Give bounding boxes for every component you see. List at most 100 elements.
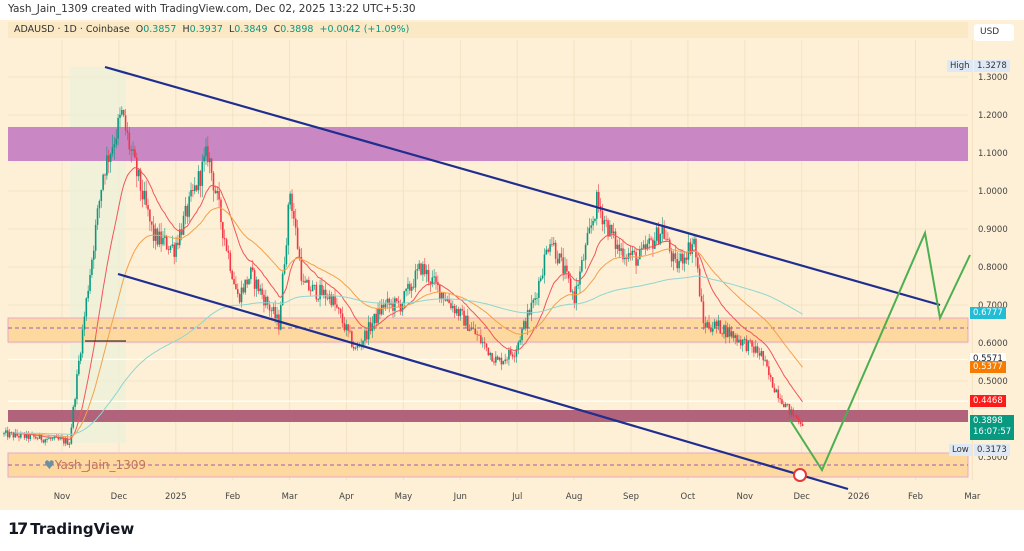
candle-down bbox=[18, 435, 20, 438]
candle-down bbox=[461, 309, 463, 311]
candle-down bbox=[478, 334, 480, 336]
candle-up bbox=[119, 114, 121, 118]
candle-down bbox=[199, 171, 202, 186]
candle-down bbox=[719, 320, 722, 334]
candle-down bbox=[375, 313, 377, 323]
candle-up bbox=[639, 248, 641, 260]
candle-up bbox=[414, 270, 417, 288]
candle-up bbox=[20, 432, 22, 438]
candle-down bbox=[474, 328, 477, 335]
candle-down bbox=[668, 239, 671, 252]
candle-up bbox=[588, 227, 591, 233]
candle-down bbox=[463, 310, 465, 326]
candle-down bbox=[597, 191, 600, 207]
candle-down bbox=[511, 354, 514, 357]
candle-up bbox=[265, 296, 267, 306]
candle-up bbox=[87, 290, 89, 299]
candle-down bbox=[633, 250, 636, 253]
candle-down bbox=[339, 308, 342, 314]
candle-up bbox=[504, 359, 506, 362]
price-tick: 0.7000 bbox=[978, 301, 1008, 311]
candle-up bbox=[655, 227, 658, 241]
tv-logo-text: TradingView bbox=[30, 519, 135, 538]
tradingview-logo[interactable]: 17 TradingView bbox=[8, 519, 134, 538]
candle-up bbox=[603, 220, 606, 225]
candle-down bbox=[409, 283, 411, 291]
candle-down bbox=[792, 409, 794, 416]
candle-up bbox=[784, 403, 787, 408]
candle-down bbox=[667, 238, 669, 240]
candle-down bbox=[644, 244, 647, 250]
candle-down bbox=[472, 327, 475, 329]
candle-down bbox=[308, 280, 310, 291]
candle-up bbox=[586, 232, 589, 245]
candle-up bbox=[386, 298, 389, 303]
candle-down bbox=[566, 265, 568, 272]
candle-down bbox=[27, 432, 30, 440]
candle-up bbox=[111, 147, 114, 154]
author-watermark: ♥Yash_Jain_1309 bbox=[44, 458, 146, 472]
candle-down bbox=[618, 244, 621, 251]
bar-countdown: 16:07:57 bbox=[973, 427, 1012, 437]
candle-up bbox=[723, 325, 725, 334]
currency-button[interactable]: USD bbox=[974, 24, 1014, 41]
candle-down bbox=[304, 280, 306, 283]
candle-down bbox=[12, 432, 15, 438]
candle-down bbox=[797, 418, 800, 423]
candle-down bbox=[695, 238, 697, 258]
ema-50-line bbox=[15, 206, 803, 438]
time-tick: Apr bbox=[339, 492, 354, 502]
time-tick: Oct bbox=[681, 492, 696, 502]
candle-down bbox=[23, 433, 26, 438]
candle-up bbox=[179, 229, 181, 246]
candle-down bbox=[388, 298, 391, 305]
candle-up bbox=[418, 263, 420, 270]
candle-down bbox=[702, 301, 705, 324]
candle-up bbox=[255, 279, 258, 289]
candle-down bbox=[42, 440, 45, 443]
candle-up bbox=[526, 310, 529, 329]
candle-up bbox=[201, 161, 204, 186]
candle-down bbox=[337, 307, 340, 309]
candle-up bbox=[517, 342, 520, 350]
candle-down bbox=[124, 115, 127, 131]
candle-down bbox=[487, 347, 490, 356]
candle-up bbox=[455, 308, 458, 314]
candle-up bbox=[465, 315, 467, 326]
candle-up bbox=[659, 233, 662, 244]
candle-up bbox=[717, 320, 720, 327]
candle-up bbox=[102, 174, 104, 190]
candle-down bbox=[236, 289, 239, 295]
candle-down bbox=[710, 328, 712, 332]
close-label: C bbox=[273, 24, 281, 35]
candle-up bbox=[85, 298, 88, 317]
candle-down bbox=[442, 292, 445, 300]
candle-up bbox=[51, 438, 54, 440]
candle-up bbox=[287, 204, 290, 246]
candle-down bbox=[614, 231, 617, 249]
candle-down bbox=[758, 352, 761, 356]
candle-up bbox=[683, 257, 686, 264]
candle-down bbox=[794, 415, 796, 417]
candle-down bbox=[6, 430, 9, 438]
candle-up bbox=[143, 190, 146, 200]
chart-area[interactable] bbox=[0, 20, 1024, 510]
candle-up bbox=[384, 302, 387, 308]
candle-up bbox=[521, 329, 523, 341]
last-price-tag: 0.3898 16:07:57 bbox=[970, 415, 1015, 440]
candle-down bbox=[192, 190, 194, 192]
candle-up bbox=[317, 299, 319, 301]
price-tick: 1.0000 bbox=[978, 187, 1008, 197]
candle-up bbox=[590, 225, 593, 228]
candle-up bbox=[489, 352, 492, 356]
candle-up bbox=[362, 340, 364, 345]
candle-down bbox=[781, 399, 783, 404]
candle-down bbox=[625, 257, 628, 259]
time-tick: Feb bbox=[908, 492, 923, 502]
candle-down bbox=[235, 284, 237, 290]
symbol-label[interactable]: ADAUSD · 1D · Coinbase bbox=[14, 24, 130, 35]
candle-down bbox=[762, 351, 765, 361]
candle-up bbox=[248, 279, 250, 285]
candle-down bbox=[768, 366, 770, 376]
